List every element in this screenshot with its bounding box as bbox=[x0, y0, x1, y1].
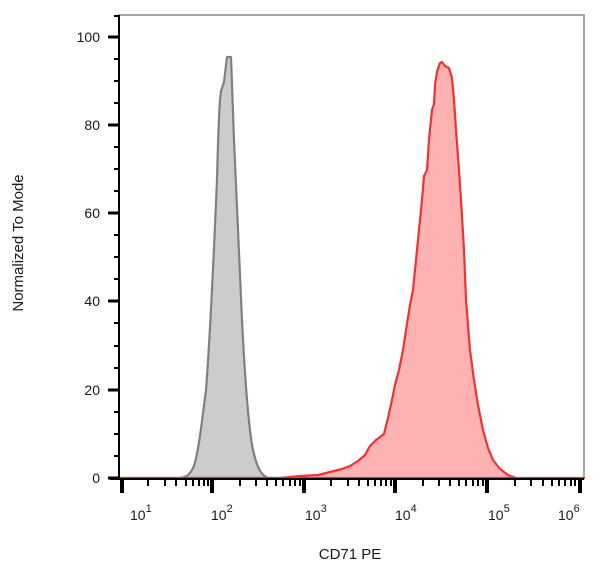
svg-text:106: 106 bbox=[558, 503, 580, 523]
y-tick-labels: 0 20 40 60 80 100 bbox=[77, 29, 101, 486]
svg-text:0: 0 bbox=[92, 470, 100, 486]
svg-text:101: 101 bbox=[130, 503, 152, 523]
isotype-histogram bbox=[117, 55, 292, 480]
plot-frame bbox=[118, 14, 585, 479]
y-major-ticks bbox=[108, 35, 119, 480]
x-tick-labels: 101 102 103 104 105 106 bbox=[130, 503, 580, 523]
y-axis-title: Normalized To Mode bbox=[10, 174, 27, 311]
svg-text:60: 60 bbox=[84, 205, 100, 221]
svg-text:80: 80 bbox=[84, 117, 100, 133]
x-minor-ticks bbox=[147, 479, 576, 486]
svg-text:103: 103 bbox=[305, 503, 327, 523]
cd71-histogram bbox=[117, 60, 586, 480]
svg-text:40: 40 bbox=[84, 293, 100, 309]
x-major-ticks bbox=[120, 479, 582, 493]
x-axis-title: CD71 PE bbox=[319, 546, 382, 563]
y-minor-ticks bbox=[114, 15, 119, 457]
svg-text:105: 105 bbox=[488, 503, 510, 523]
svg-text:104: 104 bbox=[395, 503, 417, 523]
svg-text:102: 102 bbox=[211, 503, 233, 523]
svg-text:20: 20 bbox=[84, 382, 100, 398]
svg-text:100: 100 bbox=[77, 29, 101, 45]
